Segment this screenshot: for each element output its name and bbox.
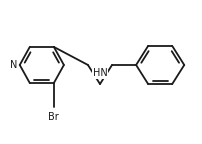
- Text: HN: HN: [93, 68, 107, 78]
- Text: Br: Br: [48, 111, 59, 122]
- Text: N: N: [10, 60, 17, 70]
